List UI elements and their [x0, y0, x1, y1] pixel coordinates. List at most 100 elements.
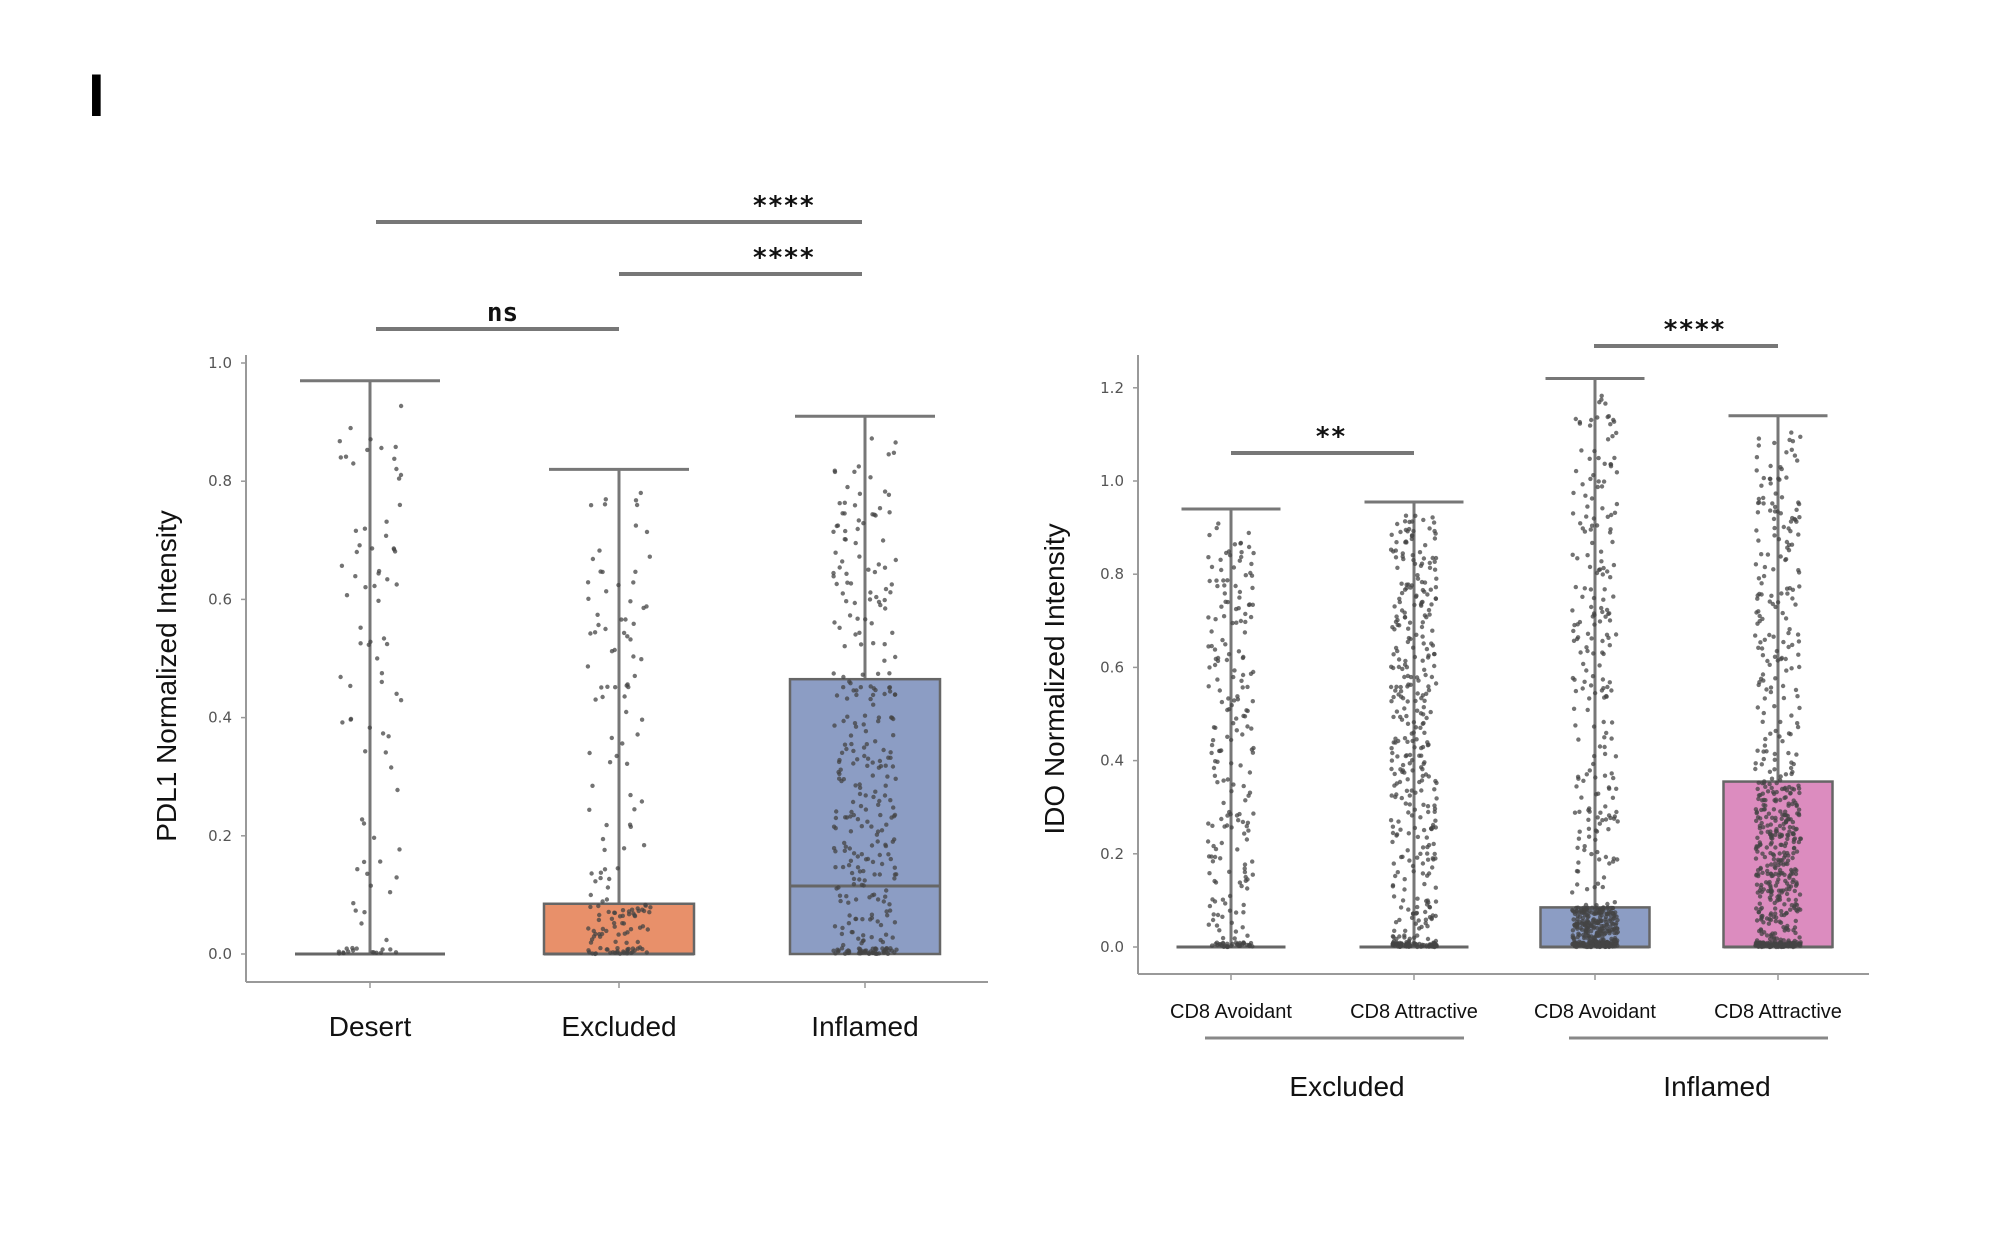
data-point — [1763, 736, 1768, 742]
data-point — [1754, 882, 1760, 887]
data-point — [1773, 728, 1778, 734]
data-point — [846, 900, 851, 905]
data-point — [379, 445, 384, 451]
data-point — [852, 503, 858, 508]
data-point — [602, 502, 608, 507]
data-point — [876, 765, 882, 770]
data-point — [380, 947, 385, 952]
data-point — [1599, 484, 1605, 489]
data-point — [1786, 853, 1791, 858]
data-point — [1403, 527, 1409, 533]
data-point — [1611, 419, 1617, 424]
data-point — [596, 622, 601, 628]
data-point — [1400, 898, 1406, 903]
data-point — [1772, 864, 1777, 869]
data-point — [837, 776, 842, 781]
data-point — [1611, 816, 1617, 821]
data-point — [1391, 861, 1397, 866]
data-point — [353, 528, 359, 533]
data-point — [1755, 500, 1761, 506]
data-point — [361, 821, 367, 826]
data-point — [1772, 861, 1778, 866]
data-point — [870, 950, 876, 955]
data-point — [1602, 587, 1607, 592]
data-point — [1597, 821, 1603, 826]
data-point — [1432, 663, 1437, 669]
data-point — [1767, 662, 1772, 667]
data-point — [1598, 810, 1603, 815]
data-point — [1411, 720, 1417, 725]
data-point — [1206, 615, 1211, 620]
data-point — [1571, 917, 1576, 922]
data-point — [1611, 911, 1616, 916]
data-point — [883, 894, 888, 899]
data-point — [1230, 620, 1235, 626]
data-point — [1207, 578, 1212, 584]
data-point — [1793, 517, 1798, 522]
data-point — [392, 456, 397, 461]
data-point — [1402, 519, 1408, 524]
data-point — [887, 671, 892, 676]
data-point — [861, 933, 866, 938]
data-point — [843, 528, 848, 534]
data-point — [879, 828, 885, 833]
data-point — [851, 851, 857, 856]
data-point — [1397, 934, 1402, 939]
data-point — [385, 577, 390, 582]
data-point — [362, 526, 368, 531]
data-point — [1427, 560, 1433, 566]
data-point — [1402, 674, 1407, 680]
data-point — [889, 582, 894, 587]
data-point — [1391, 714, 1396, 720]
data-point — [1790, 769, 1795, 775]
data-point — [888, 590, 893, 595]
data-point — [888, 750, 893, 755]
data-point — [1409, 536, 1415, 542]
data-point — [1427, 905, 1433, 910]
data-point — [1776, 897, 1781, 902]
data-point — [1591, 761, 1596, 767]
data-point — [1796, 812, 1802, 818]
data-point — [841, 674, 846, 680]
data-point — [1777, 851, 1782, 856]
data-point — [1246, 828, 1251, 833]
data-point — [1607, 618, 1613, 623]
data-point — [1391, 894, 1397, 899]
data-point — [1778, 809, 1783, 814]
data-point — [340, 720, 345, 725]
data-point — [1773, 491, 1778, 496]
data-point — [1422, 580, 1428, 585]
data-point — [1755, 510, 1761, 515]
data-point — [1770, 942, 1776, 948]
data-point — [1219, 816, 1224, 822]
data-point — [1754, 845, 1759, 850]
data-point — [872, 569, 878, 575]
data-point — [885, 774, 890, 779]
data-point — [1795, 724, 1801, 730]
data-point — [849, 929, 854, 935]
data-point — [1402, 935, 1407, 940]
data-point — [888, 798, 893, 803]
data-point — [847, 679, 852, 684]
data-point — [1614, 430, 1619, 436]
data-point — [609, 735, 614, 741]
data-point — [1396, 664, 1402, 670]
data-point — [1432, 528, 1437, 534]
data-point — [1215, 677, 1220, 682]
data-point — [589, 871, 594, 876]
data-point — [614, 753, 619, 759]
data-point — [636, 908, 641, 914]
data-point — [1772, 704, 1777, 709]
data-point — [848, 814, 853, 819]
data-point — [865, 819, 870, 824]
data-point — [861, 745, 867, 750]
data-point — [1757, 901, 1763, 906]
data-point — [1796, 839, 1802, 845]
data-point — [1581, 778, 1586, 783]
data-point — [881, 747, 886, 753]
data-point — [1763, 798, 1768, 803]
data-point — [623, 617, 628, 622]
data-point — [1424, 691, 1429, 696]
data-point — [1609, 688, 1614, 693]
data-point — [1613, 632, 1619, 637]
